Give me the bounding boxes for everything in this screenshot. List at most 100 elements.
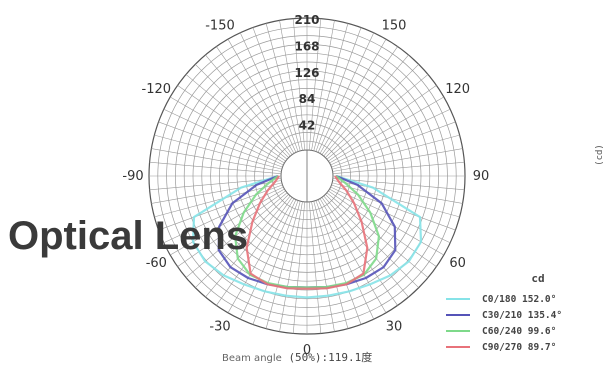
grid-spoke <box>313 201 349 329</box>
grid-spoke <box>177 190 286 267</box>
series-line-2 <box>234 175 380 289</box>
grid-spoke <box>331 184 456 231</box>
grid-spoke <box>308 201 322 334</box>
legend-swatch <box>446 346 470 348</box>
grid-spoke <box>319 198 387 313</box>
legend-label: C30/210 135.4° <box>482 309 563 321</box>
grid-spoke <box>313 23 349 151</box>
angle-tick-label: 0 <box>303 343 311 358</box>
grid-spoke <box>205 54 291 157</box>
angle-tick-label: 90 <box>473 169 490 184</box>
grid-spoke <box>331 121 456 168</box>
grid-spoke <box>195 194 289 288</box>
legend-entry: C60/240 99.6° <box>446 323 596 339</box>
grid-spoke <box>317 199 375 320</box>
polar-grid <box>148 17 466 335</box>
grid-spoke <box>292 201 306 334</box>
grid-spoke <box>158 184 283 231</box>
grid-spoke <box>170 96 285 164</box>
side-unit-label: (cd) <box>594 144 603 166</box>
angle-tick-labels: -150 -120 -90 -60 -30 0 30 60 90 120 150 <box>122 18 489 358</box>
grid-spoke <box>239 32 297 153</box>
grid-spoke <box>279 20 303 151</box>
grid-spoke <box>315 200 362 325</box>
legend-label: C0/180 152.0° <box>482 293 557 305</box>
grid-spoke <box>265 201 301 329</box>
grid-spoke <box>292 18 306 151</box>
angle-tick-label: 150 <box>382 18 407 33</box>
grid-spoke <box>325 64 419 158</box>
legend-label: C60/240 99.6° <box>482 325 557 337</box>
grid-spoke <box>252 200 299 325</box>
grid-spoke <box>154 134 282 170</box>
grid-spoke <box>252 27 299 152</box>
grid-spoke <box>329 96 444 164</box>
legend-entry: C0/180 152.0° <box>446 291 596 307</box>
grid-spoke <box>326 74 429 160</box>
radial-tick-label: 126 <box>294 66 319 80</box>
grid-spoke <box>325 194 419 288</box>
grid-spoke <box>332 134 460 170</box>
legend-swatch <box>446 298 470 300</box>
grid-spoke <box>330 108 451 166</box>
grid-spoke <box>317 32 375 153</box>
beam-angle-value: (50%):119.1度 <box>288 351 373 364</box>
angle-tick-label: -30 <box>209 320 230 335</box>
grid-spoke <box>216 46 293 155</box>
grid-spoke <box>195 64 289 158</box>
radial-tick-label: 210 <box>294 13 319 27</box>
grid-spoke <box>154 182 282 218</box>
radial-tick-labels: 42 84 126 168 210 <box>294 13 319 133</box>
grid-spoke <box>227 39 295 154</box>
grid-spoke <box>332 177 465 191</box>
grid-spoke <box>177 85 286 162</box>
grid-spoke <box>315 27 362 152</box>
angle-tick-label: 30 <box>386 320 403 335</box>
legend-entry: C30/210 135.4° <box>446 307 596 323</box>
grid-spoke <box>158 121 283 168</box>
grid-spoke <box>332 161 465 175</box>
angle-tick-label: -120 <box>142 82 172 97</box>
beam-angle-label: Beam angle <box>222 353 282 364</box>
series-curves <box>191 174 423 299</box>
grid-spoke <box>332 148 463 172</box>
grid-spoke <box>319 39 387 154</box>
grid-spoke <box>311 20 335 151</box>
grid-spoke <box>328 85 437 162</box>
grid-spoke <box>323 54 409 157</box>
grid-spoke <box>149 161 282 175</box>
grid-spoke <box>163 108 284 166</box>
grid-spoke <box>321 46 398 155</box>
angle-tick-label: -60 <box>146 256 167 271</box>
overlay-title: Optical Lens <box>8 214 249 258</box>
series-line-0 <box>191 174 423 299</box>
grid-spoke <box>170 188 285 256</box>
series-line-3 <box>245 175 369 290</box>
grid-spoke <box>149 177 282 191</box>
radial-tick-label: 84 <box>299 92 316 106</box>
grid-spoke <box>308 18 322 151</box>
grid-spoke <box>216 197 293 306</box>
grid-spoke <box>311 201 335 332</box>
grid-spoke <box>227 198 295 313</box>
beam-angle-caption: Beam angle (50%):119.1度 <box>222 349 372 365</box>
grid-spoke <box>239 199 297 320</box>
legend: cd C0/180 152.0° C30/210 135.4° C60/240 99… <box>446 272 596 355</box>
legend-label: C90/270 89.7° <box>482 341 557 353</box>
grid-spoke <box>265 23 301 151</box>
grid-spoke <box>329 188 444 256</box>
grid-spoke <box>332 182 460 218</box>
grid-spoke <box>185 74 288 160</box>
legend-swatch <box>446 330 470 332</box>
grid-spoke <box>151 148 282 172</box>
angle-tick-label: -90 <box>122 169 143 184</box>
radial-tick-label: 42 <box>299 119 316 133</box>
angle-tick-label: 60 <box>449 256 466 271</box>
angle-tick-label: -150 <box>205 18 235 33</box>
grid-spoke <box>321 197 398 306</box>
legend-entry: C90/270 89.7° <box>446 339 596 355</box>
radial-tick-label: 168 <box>294 39 319 53</box>
legend-swatch <box>446 314 470 316</box>
legend-unit: cd <box>531 272 545 285</box>
